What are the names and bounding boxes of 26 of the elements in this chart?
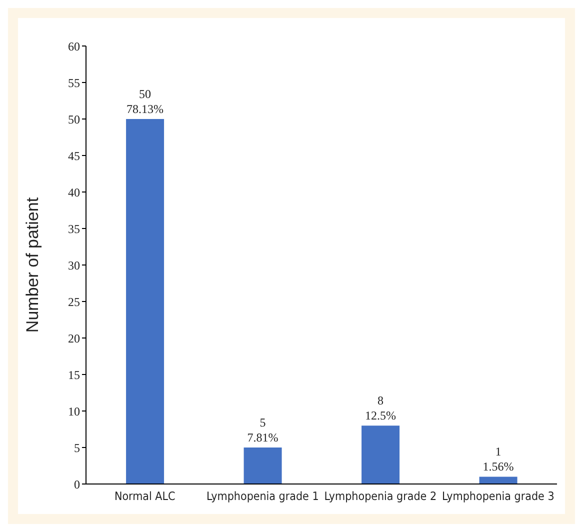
x-tick-label: Normal ALC <box>114 489 176 504</box>
y-tick-label: 20 <box>68 331 80 346</box>
bar <box>126 119 164 484</box>
y-tick-label: 15 <box>68 368 80 382</box>
y-tick-label: 40 <box>68 185 80 200</box>
y-tick-label: 35 <box>68 222 80 236</box>
bar <box>479 476 518 484</box>
data-label: 8 12.5% <box>365 394 396 423</box>
x-tick-label: Lymphopenia grade 1 <box>206 489 319 504</box>
y-tick-label: 25 <box>68 294 80 309</box>
y-tick-label: 50 <box>68 112 80 126</box>
y-tick-label: 60 <box>68 39 80 54</box>
y-tick-label: 0 <box>74 477 80 492</box>
bar <box>362 426 400 484</box>
y-tick-label: 10 <box>68 404 80 418</box>
y-tick-label: 45 <box>68 148 80 163</box>
y-tick-label: 5 <box>74 440 80 455</box>
y-tick-label: 30 <box>68 258 80 272</box>
data-label: 50 78.13% <box>126 87 164 116</box>
x-tick-label: Lymphopenia grade 2 <box>324 489 437 504</box>
data-label: 1 1.56% <box>482 444 514 474</box>
y-tick-label: 55 <box>68 76 80 90</box>
x-tick-label: Lymphopenia grade 3 <box>442 489 554 504</box>
y-axis-title: Number of patient <box>23 197 42 333</box>
bar <box>244 448 282 484</box>
data-label: 5 7.81% <box>247 416 278 444</box>
